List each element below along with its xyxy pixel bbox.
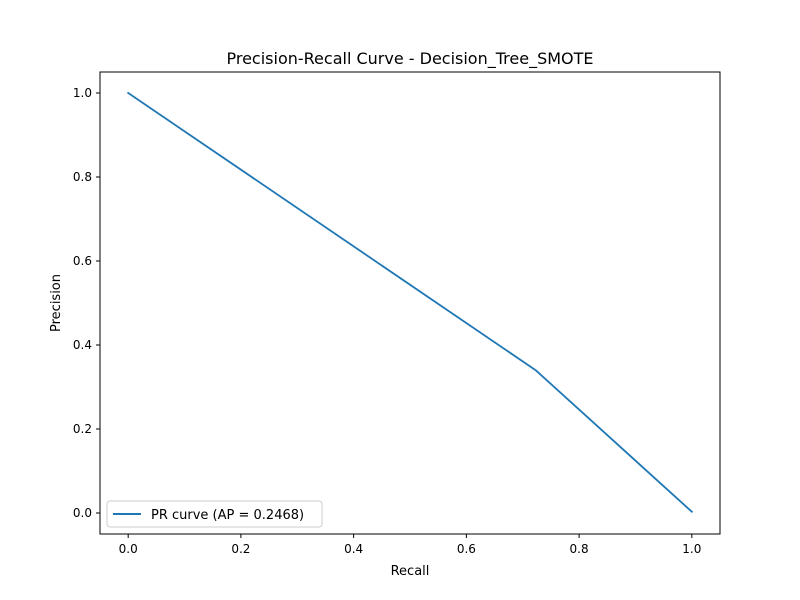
legend-label: PR curve (AP = 0.2468)	[151, 508, 304, 523]
x-tick-label: 1.0	[682, 542, 701, 556]
y-tick-label: 0.0	[73, 506, 92, 520]
y-tick-label: 0.6	[73, 254, 92, 268]
x-axis-ticks: 0.0 0.2 0.4 0.6 0.8 1.0	[119, 534, 701, 556]
x-axis-label: Recall	[391, 564, 430, 579]
y-tick-label: 0.4	[73, 338, 92, 352]
x-tick-label: 0.2	[231, 542, 250, 556]
y-tick-label: 1.0	[73, 86, 92, 100]
x-tick-label: 0.0	[119, 542, 138, 556]
x-tick-label: 0.8	[570, 542, 589, 556]
y-tick-label: 0.8	[73, 170, 92, 184]
pr-curve-line	[126, 91, 694, 514]
series-layer	[126, 91, 694, 514]
legend-box	[106, 500, 323, 528]
plot-area-frame	[99, 71, 721, 535]
y-tick-label: 0.2	[73, 422, 92, 436]
y-axis-ticks: 0.0 0.2 0.4 0.6 0.8 1.0	[73, 86, 100, 520]
chart-title: Precision-Recall Curve - Decision_Tree_S…	[226, 49, 593, 69]
y-axis-label: Precision	[49, 274, 64, 332]
x-tick-label: 0.6	[457, 542, 476, 556]
x-tick-label: 0.4	[344, 542, 363, 556]
legend: PR curve (AP = 0.2468)	[106, 500, 323, 528]
